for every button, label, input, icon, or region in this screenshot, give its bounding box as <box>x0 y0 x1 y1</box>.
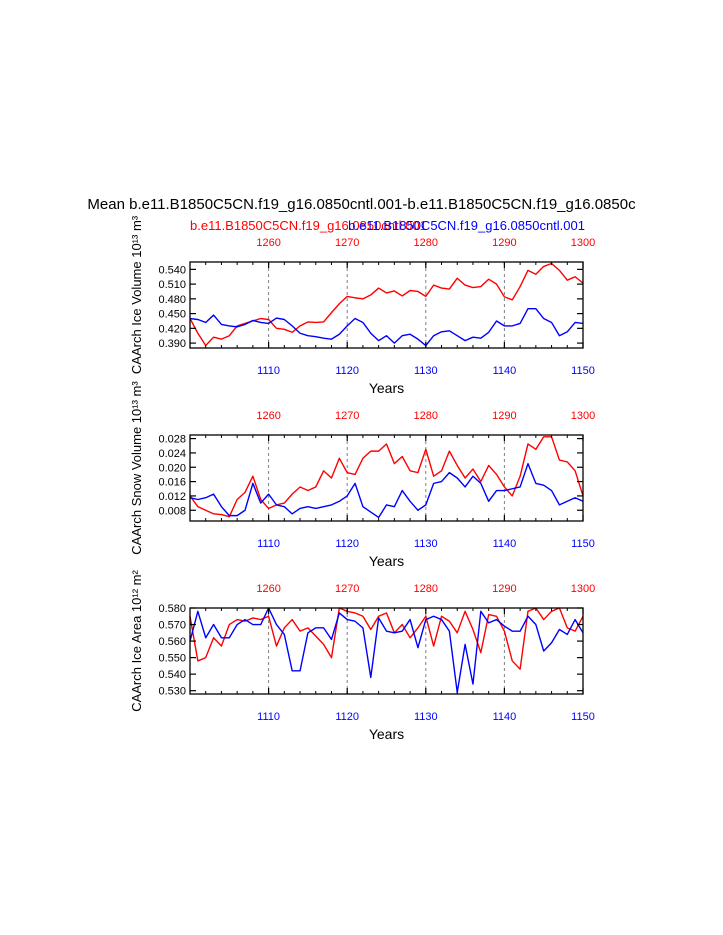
y-tick-label: 0.008 <box>158 505 186 517</box>
x-tick-label-bottom: 1110 <box>257 365 280 377</box>
x-axis-title: Years <box>369 380 404 396</box>
x-tick-label-bottom: 1110 <box>257 538 280 550</box>
x-tick-label-bottom: 1130 <box>414 538 438 550</box>
series-line-blue <box>189 462 584 519</box>
y-tick-label: 0.540 <box>158 669 186 681</box>
x-tick-label-top: 1270 <box>335 410 359 422</box>
x-tick-label-top: 1270 <box>335 237 359 249</box>
y-tick-label: 0.390 <box>158 338 186 350</box>
x-tick-label-top: 1290 <box>492 410 516 422</box>
y-tick-label: 0.020 <box>158 462 186 474</box>
x-axis-title: Years <box>369 553 404 569</box>
x-tick-label-bottom: 1120 <box>335 365 359 377</box>
y-tick-label: 0.560 <box>158 636 186 648</box>
y-tick-label: 0.570 <box>158 620 186 632</box>
x-axis-title: Years <box>369 726 404 742</box>
x-tick-label-top: 1300 <box>571 237 595 249</box>
y-tick-label: 0.580 <box>158 603 186 615</box>
plot-frame <box>189 261 584 349</box>
x-tick-label-top: 1290 <box>492 237 516 249</box>
x-tick-label-bottom: 1150 <box>571 711 595 723</box>
panel-2: 1110 1120 1130 1140 1150 1260 1270 1280 1290 1300… <box>129 381 595 569</box>
chart-panels: 1110 1120 1130 1140 1150 1260 1270 1280 1290 1300… <box>129 215 595 742</box>
y-tick-label: 0.028 <box>158 434 186 446</box>
x-tick-label-top: 1260 <box>256 410 280 422</box>
x-tick-label-bottom: 1130 <box>414 711 438 723</box>
y-axis-title: CAArch Ice Volume 10¹³ m³ <box>129 215 144 374</box>
x-tick-label-bottom: 1130 <box>414 365 438 377</box>
y-tick-label: 0.480 <box>158 294 186 306</box>
panel-3: 1110 1120 1130 1140 1150 1260 1270 1280 1290 1300… <box>129 570 595 742</box>
plot-frame <box>189 434 584 522</box>
x-tick-label-bottom: 1140 <box>493 538 517 550</box>
series-line-red <box>189 436 584 518</box>
x-tick-label-top: 1290 <box>492 583 516 595</box>
legend-red-label: b.e11.B1850C5CN.f19_g16.0850cntl.001 <box>190 218 427 233</box>
x-tick-label-top: 1280 <box>414 410 438 422</box>
x-tick-label-top: 1280 <box>414 583 438 595</box>
y-tick-label: 0.024 <box>158 448 186 460</box>
x-tick-label-top: 1300 <box>571 410 595 422</box>
y-tick-label: 0.550 <box>158 653 186 665</box>
y-tick-label: 0.540 <box>158 264 186 276</box>
plot-frame <box>189 607 584 695</box>
x-tick-label-bottom: 1110 <box>257 711 280 723</box>
y-tick-label: 0.012 <box>158 491 186 503</box>
x-tick-label-bottom: 1140 <box>493 711 517 723</box>
y-tick-label: 0.016 <box>158 477 186 489</box>
series-line-blue <box>189 607 584 694</box>
panel-1: 1110 1120 1130 1140 1150 1260 1270 1280 1290 1300… <box>129 215 595 396</box>
series-line-blue <box>189 307 584 347</box>
x-tick-label-bottom: 1150 <box>571 365 595 377</box>
x-tick-label-top: 1270 <box>335 583 359 595</box>
y-tick-label: 0.510 <box>158 279 186 291</box>
x-tick-label-top: 1280 <box>414 237 438 249</box>
x-tick-label-bottom: 1120 <box>335 538 359 550</box>
y-axis-title: CAArch Snow Volume 10¹³ m³ <box>129 381 144 555</box>
legend-blue-label: b.e11.B1850C5CN.f19_g16.0850cntl.001 <box>348 218 585 233</box>
y-tick-label: 0.530 <box>158 686 186 698</box>
series-line-red <box>189 607 584 670</box>
y-tick-label: 0.420 <box>158 323 186 335</box>
y-axis-title: CAArch Ice Area 10¹² m² <box>129 570 144 712</box>
x-tick-label-bottom: 1140 <box>493 365 517 377</box>
x-tick-label-top: 1260 <box>256 237 280 249</box>
y-tick-label: 0.450 <box>158 309 186 321</box>
x-tick-label-bottom: 1120 <box>335 711 359 723</box>
series-line-red <box>189 262 584 347</box>
x-tick-label-top: 1300 <box>571 583 595 595</box>
x-tick-label-top: 1260 <box>256 583 280 595</box>
figure-title: Mean b.e11.B1850C5CN.f19_g16.0850cntl.00… <box>87 196 636 213</box>
x-tick-label-bottom: 1150 <box>571 538 595 550</box>
